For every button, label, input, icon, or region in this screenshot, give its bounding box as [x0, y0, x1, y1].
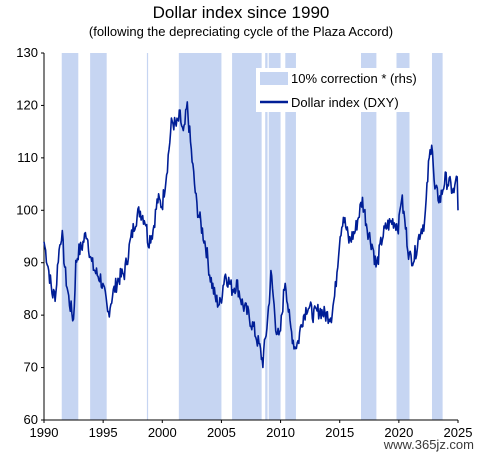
correction-band-5: [265, 53, 268, 420]
y-tick-label: 110: [17, 150, 38, 165]
y-tick-label: 120: [16, 97, 38, 112]
correction-band-0: [61, 53, 79, 420]
x-tick-label: 1990: [30, 425, 59, 440]
x-tick-label: 2000: [148, 425, 177, 440]
legend-label-dxy: Dollar index (DXY): [291, 95, 399, 110]
legend-band-swatch: [260, 72, 288, 85]
series-line-0: [43, 101, 459, 369]
correction-bands: [61, 53, 443, 420]
correction-band-9: [396, 53, 410, 420]
y-tick-label: 90: [24, 255, 38, 270]
correction-band-3: [178, 53, 222, 420]
y-tick-label: 70: [24, 360, 38, 375]
watermark: www.365jz.com: [381, 437, 476, 452]
correction-band-10: [431, 53, 443, 420]
y-tick-label: 60: [24, 412, 38, 427]
x-tick-label: 2005: [207, 425, 236, 440]
y-tick-label: 130: [16, 45, 38, 60]
correction-band-7: [285, 53, 296, 420]
chart-subtitle: (following the depreciating cycle of the…: [88, 24, 394, 39]
tick-labels: 60 70 80 90 100 110 120 130 1990 1995 2000 2005 2010…: [16, 45, 472, 440]
x-tick-label: 2015: [325, 425, 354, 440]
y-tick-label: 80: [24, 307, 38, 322]
correction-band-1: [90, 53, 107, 420]
legend-label-correction: 10% correction * (rhs): [291, 71, 417, 86]
series-layer: [43, 101, 459, 369]
x-tick-label: 2020: [384, 425, 413, 440]
axes: [41, 52, 459, 423]
x-tick-label: 1995: [89, 425, 118, 440]
x-tick-label: 2025: [444, 425, 473, 440]
legend: 10% correction * (rhs) Dollar index (DXY…: [260, 71, 417, 110]
correction-band-6: [268, 53, 281, 420]
y-tick-label: 100: [16, 202, 38, 217]
x-tick-label: 2010: [266, 425, 295, 440]
correction-band-4: [232, 53, 262, 420]
chart-title: Dollar index since 1990: [152, 3, 330, 22]
